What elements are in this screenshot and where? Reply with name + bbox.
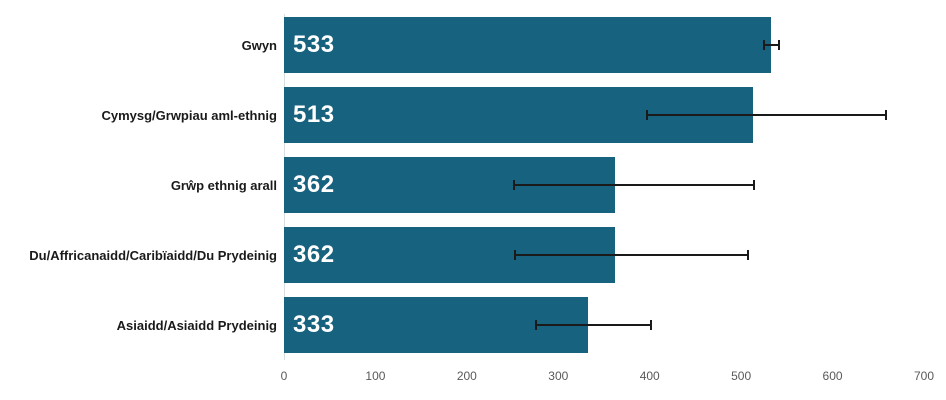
category-label: Du/Affricanaidd/Caribïaidd/Du Prydeinig [29, 247, 277, 263]
x-axis-tick: 0 [280, 369, 288, 383]
bar: 513 [284, 87, 754, 143]
value-label: 333 [293, 311, 335, 338]
bar-row: Gwyn 533 [0, 10, 946, 80]
x-axis-tick: 100 [365, 369, 386, 383]
category-label: Grŵp ethnig arall [170, 177, 277, 193]
error-bar [646, 110, 888, 120]
plot-area: Gwyn 533 Cymysg/Grwpiau aml-ethnig 513 G… [0, 10, 946, 360]
category-label: Cymysg/Grwpiau aml-ethnig [101, 107, 277, 123]
value-label: 533 [293, 31, 335, 58]
category-label-cell: Gwyn [0, 38, 284, 53]
category-label-cell: Grŵp ethnig arall [0, 178, 284, 193]
category-label: Gwyn [241, 37, 277, 53]
bar-track: 513 [284, 87, 924, 143]
x-axis-tick: 200 [456, 369, 477, 383]
category-label-cell: Asiaidd/Asiaidd Prydeinig [0, 318, 284, 333]
x-axis-tick: 700 [913, 369, 935, 383]
value-label: 513 [293, 101, 335, 128]
category-label: Asiaidd/Asiaidd Prydeinig [116, 317, 277, 333]
bar-track: 362 [284, 227, 924, 283]
bar-row: Grŵp ethnig arall 362 [0, 150, 946, 220]
value-label: 362 [293, 241, 335, 268]
bar-row: Cymysg/Grwpiau aml-ethnig 513 [0, 80, 946, 150]
x-axis-tick: 400 [639, 369, 660, 383]
chart-rows: Gwyn 533 Cymysg/Grwpiau aml-ethnig 513 G… [0, 10, 946, 360]
bar-row: Asiaidd/Asiaidd Prydeinig 333 [0, 290, 946, 360]
x-axis: 0 100 200 300 400 500 600 700 [280, 360, 934, 388]
bar-track: 533 [284, 17, 924, 73]
category-label-cell: Cymysg/Grwpiau aml-ethnig [0, 108, 284, 123]
x-axis-tick: 500 [731, 369, 752, 383]
error-bar [535, 320, 652, 330]
category-label-cell: Du/Affricanaidd/Caribïaidd/Du Prydeinig [0, 248, 284, 263]
x-axis-tick: 600 [822, 369, 843, 383]
bar-track: 362 [284, 157, 924, 213]
error-bar [763, 40, 781, 50]
error-bar [512, 180, 756, 190]
error-bar [514, 250, 750, 260]
value-label: 362 [293, 171, 335, 198]
bar-track: 333 [284, 297, 924, 353]
bar: 533 [284, 17, 772, 73]
bar-row: Du/Affricanaidd/Caribïaidd/Du Prydeinig … [0, 220, 946, 290]
x-axis-tick: 300 [548, 369, 569, 383]
